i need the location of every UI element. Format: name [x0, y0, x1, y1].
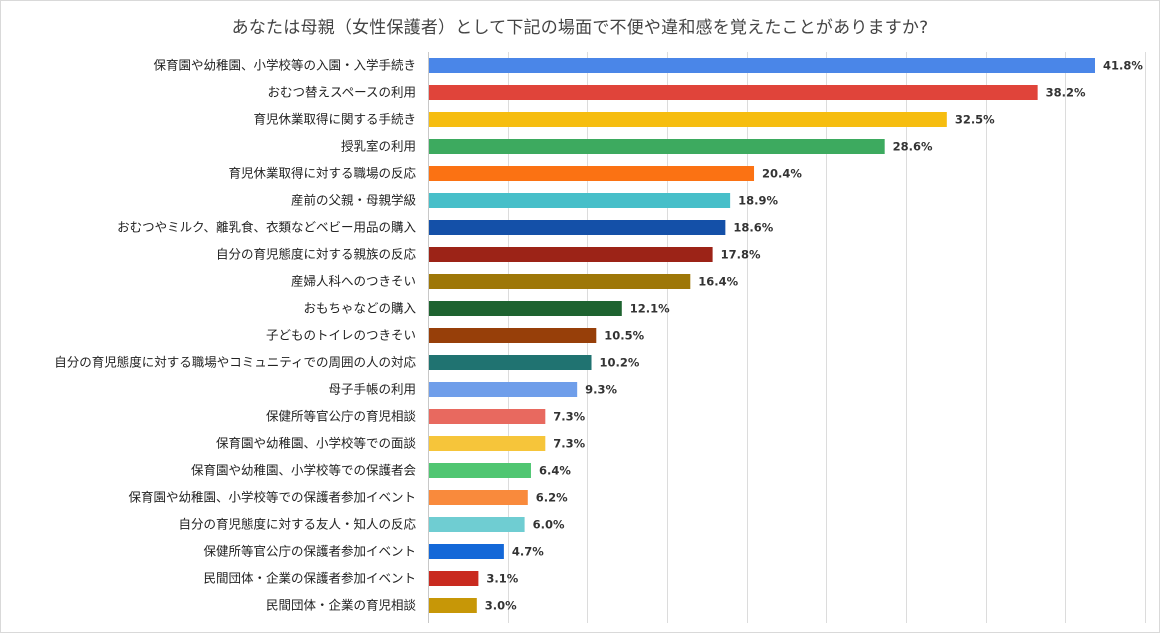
value-label: 3.0%: [485, 599, 517, 613]
value-label: 12.1%: [630, 302, 670, 316]
value-label: 10.2%: [600, 356, 640, 370]
value-label: 6.2%: [536, 491, 568, 505]
bar: [429, 409, 546, 424]
value-label: 20.4%: [762, 167, 802, 181]
value-label: 18.6%: [733, 221, 773, 235]
bar: [429, 193, 731, 208]
category-label: 保育園や幼稚園、小学校等での保護者会: [191, 463, 417, 478]
value-label: 6.0%: [533, 518, 565, 532]
bar: [429, 571, 479, 586]
value-label: 9.3%: [585, 383, 617, 397]
value-label: 3.1%: [486, 572, 518, 586]
category-label: 子どものトイレのつきそい: [266, 328, 416, 343]
category-label: おもちゃなどの購入: [303, 301, 416, 316]
category-label: 自分の育児態度に対する親族の反応: [216, 247, 417, 262]
category-label: 育児休業取得に対する職場の反応: [228, 166, 416, 181]
category-label: 保健所等官公庁の保護者参加イベント: [203, 544, 416, 559]
category-label: 保育園や幼稚園、小学校等での保護者参加イベント: [128, 490, 416, 505]
value-label: 7.3%: [553, 437, 585, 451]
bar: [429, 139, 885, 154]
value-label: 4.7%: [512, 545, 544, 559]
chart-title: あなたは母親（女性保護者）として下記の場面で不便や違和感を覚えたことがありますか…: [231, 18, 929, 38]
value-label: 18.9%: [738, 194, 778, 208]
bar: [429, 598, 477, 613]
value-label: 32.5%: [955, 113, 995, 127]
bar: [429, 274, 691, 289]
bar: [429, 220, 726, 235]
category-label: 産前の父親・母親学級: [291, 193, 417, 208]
value-label: 41.8%: [1103, 59, 1143, 73]
bar: [429, 463, 531, 478]
value-label: 28.6%: [893, 140, 933, 154]
category-label: おむつ替えスペースの利用: [267, 85, 416, 100]
category-label: 授乳室の利用: [341, 139, 416, 154]
category-label: 民間団体・企業の育児相談: [266, 598, 417, 613]
value-label: 7.3%: [553, 410, 585, 424]
bar: [429, 490, 528, 505]
bar: [429, 247, 713, 262]
value-label: 6.4%: [539, 464, 571, 478]
category-label: 民間団体・企業の保護者参加イベント: [203, 571, 416, 586]
category-label: 保育園や幼稚園、小学校等での面談: [216, 436, 417, 451]
bar: [429, 436, 546, 451]
value-label: 16.4%: [698, 275, 738, 289]
bar: [429, 328, 597, 343]
bar: [429, 382, 578, 397]
category-label: 保健所等官公庁の育児相談: [266, 409, 417, 424]
category-label: 産婦人科へのつきそい: [291, 274, 416, 289]
bar: [429, 166, 755, 181]
category-label: 育児休業取得に関する手続き: [253, 112, 416, 127]
bar: [429, 301, 622, 316]
category-label: おむつやミルク、離乳食、衣類などベビー用品の購入: [117, 220, 416, 235]
value-label: 10.5%: [604, 329, 644, 343]
category-label: 保育園や幼稚園、小学校等の入園・入学手続き: [153, 58, 416, 73]
bar: [429, 58, 1095, 73]
bar: [429, 544, 504, 559]
category-label: 母子手帳の利用: [328, 382, 416, 397]
bar: [429, 355, 592, 370]
bar: [429, 85, 1038, 100]
category-label: 自分の育児態度に対する職場やコミュニティでの周囲の人の対応: [54, 355, 416, 370]
bar: [429, 517, 525, 532]
bar: [429, 112, 947, 127]
value-label: 17.8%: [721, 248, 761, 262]
value-label: 38.2%: [1046, 86, 1086, 100]
category-label: 自分の育児態度に対する友人・知人の反応: [178, 517, 416, 532]
